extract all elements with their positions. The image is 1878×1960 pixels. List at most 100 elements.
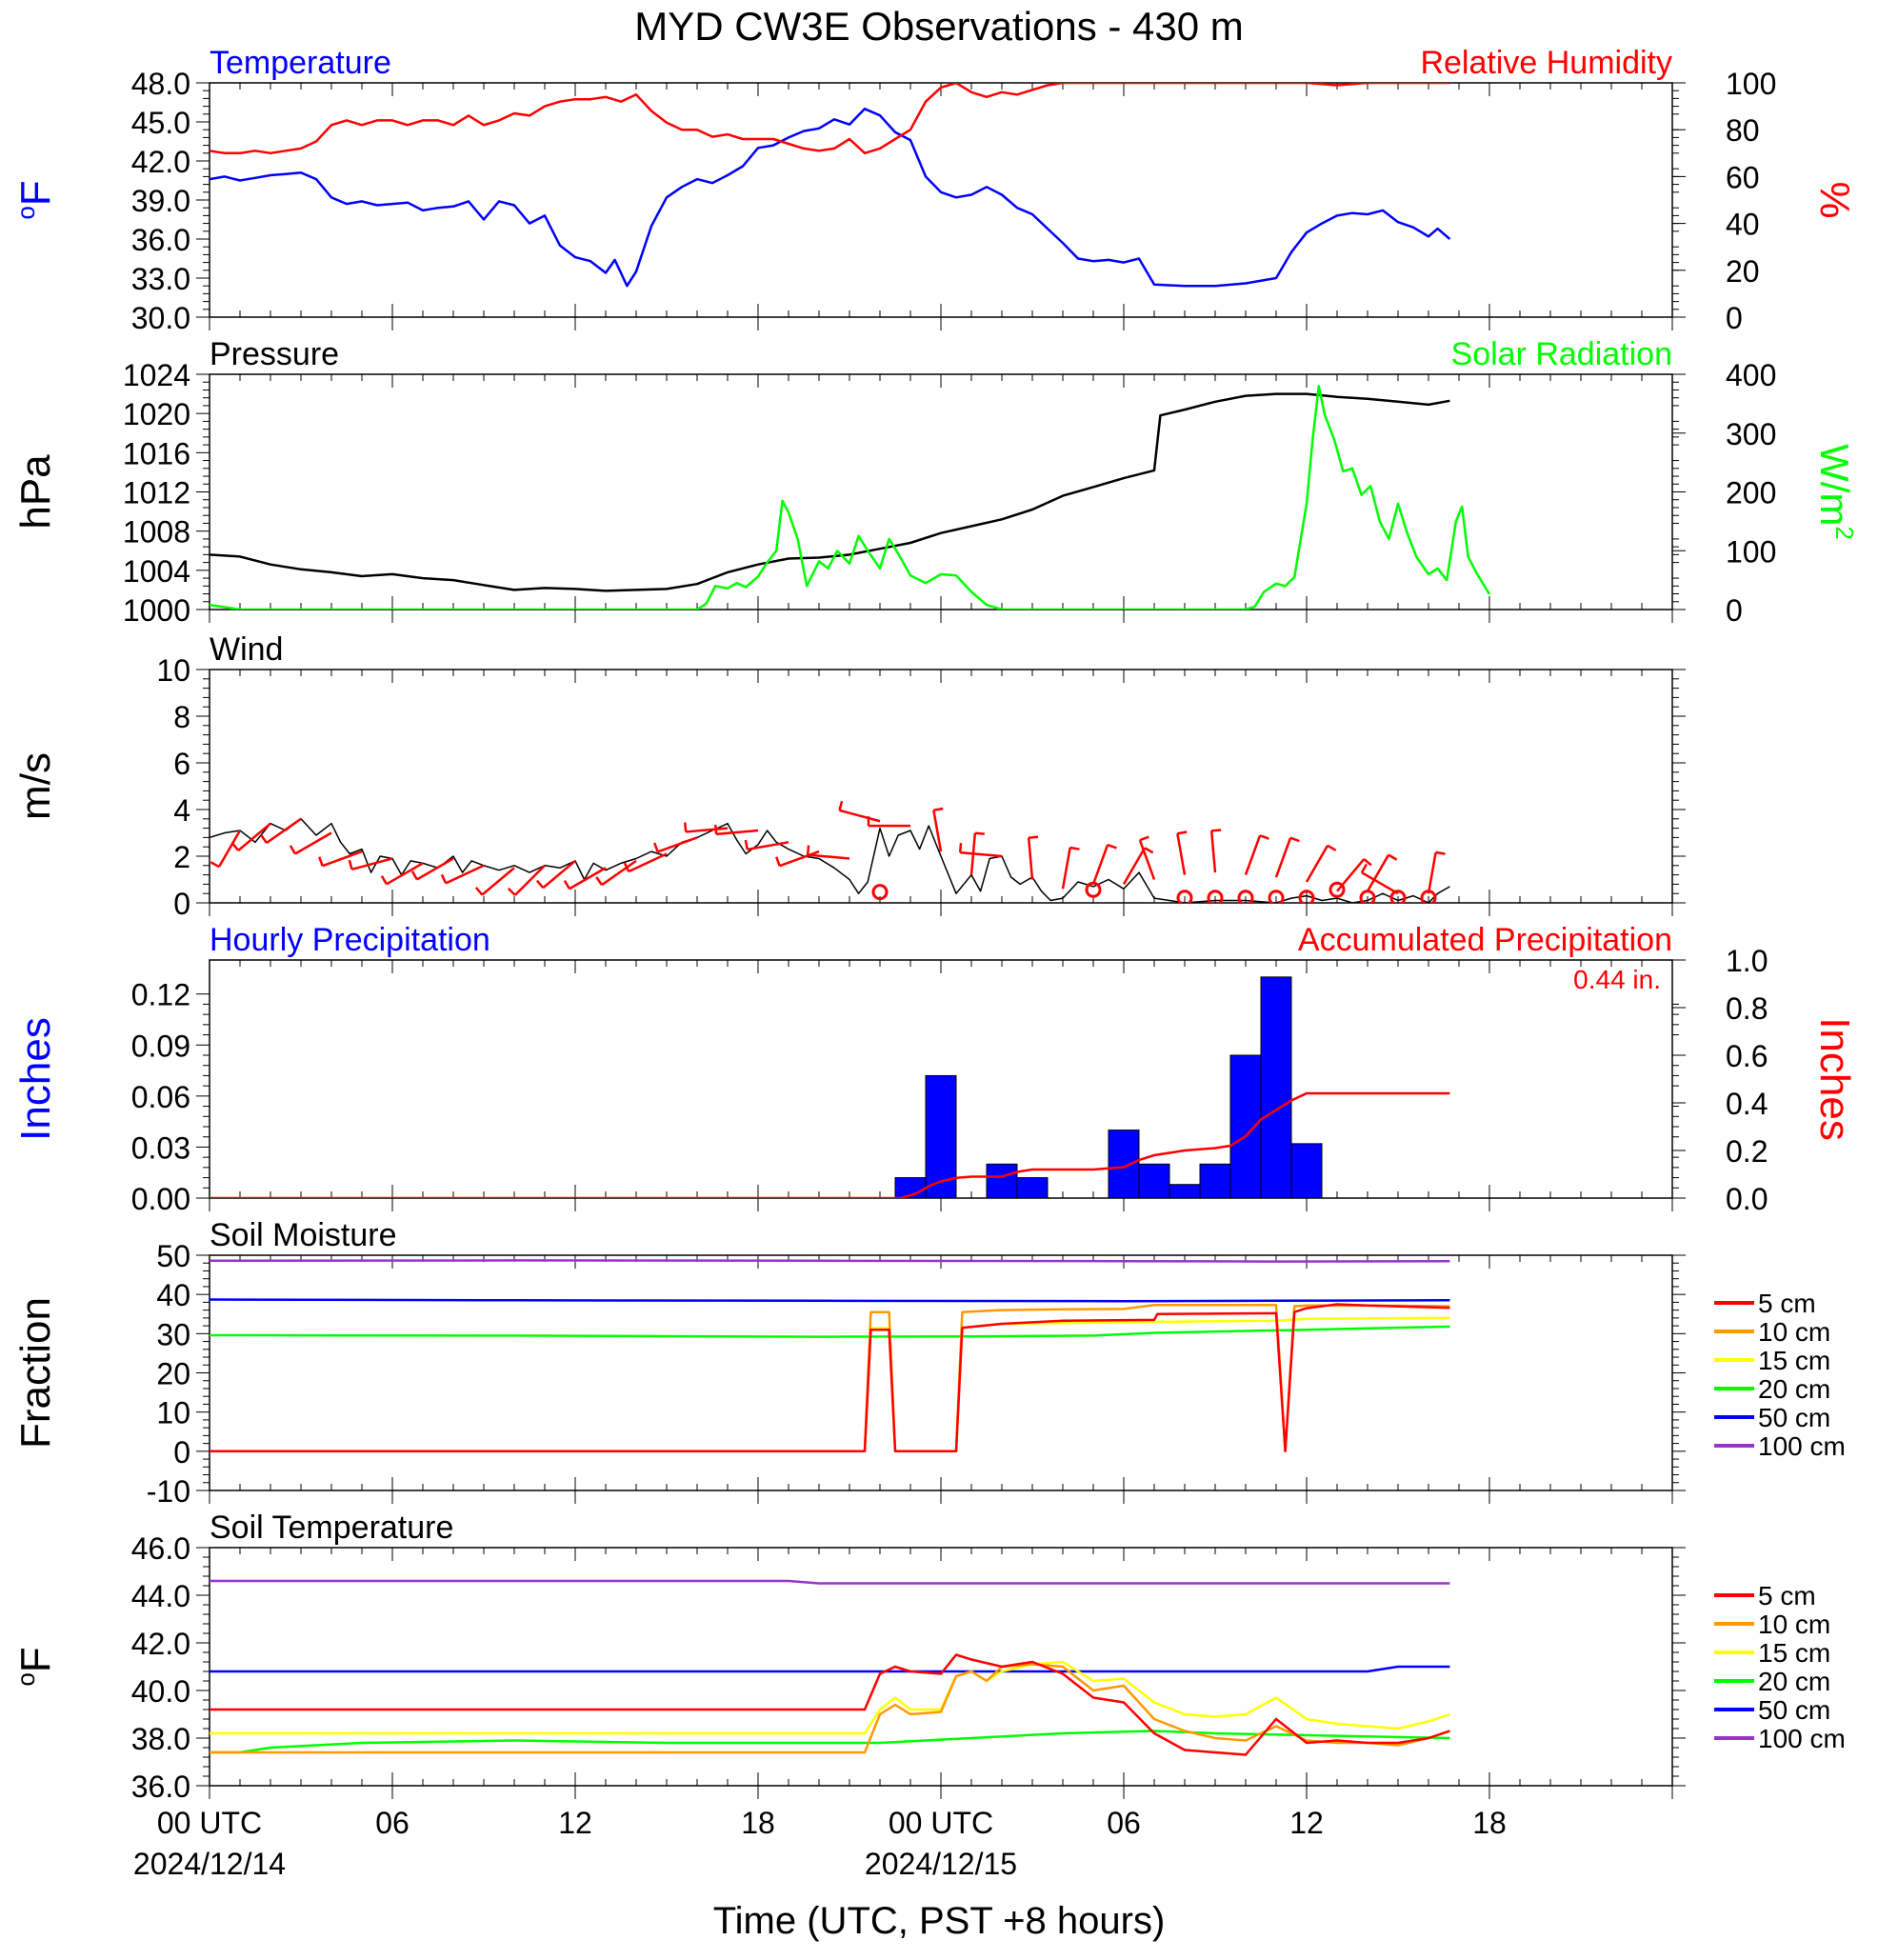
wind-barb (217, 830, 242, 868)
series-line-5-cm (210, 1653, 1450, 1756)
y-tick-label: 20 (156, 1357, 190, 1391)
wind-barb-flag (1289, 836, 1300, 843)
y2-axis-label-exponent: 2 (1830, 526, 1859, 539)
wind-barb (322, 850, 363, 868)
y-tick-label: 0.00 (131, 1182, 190, 1216)
y2-tick-label: 0 (1726, 301, 1743, 335)
x-tick-label: 18 (741, 1806, 775, 1840)
series-line-50-cm (210, 1298, 1450, 1303)
wind-barb-flag (933, 807, 944, 811)
series-line-20-cm (210, 1325, 1450, 1338)
panel-temp_rh: 30.0 33.0 36.0 39.0 42.0 45.0 48.0 0 20 40 60 80 100… (11, 45, 1858, 335)
y-tick-label: 39.0 (131, 184, 190, 218)
wind-barb-flag (380, 875, 388, 885)
wind-barb (351, 857, 393, 871)
y-axis-label-unit: F (12, 180, 59, 206)
wind-barb (657, 836, 698, 853)
y-tick-label: 50 (156, 1239, 190, 1273)
y2-tick-label: 20 (1726, 254, 1760, 289)
calm-wind-marker (1329, 881, 1346, 898)
panel-left-title: Soil Temperature (210, 1510, 453, 1546)
panel-right-title: Accumulated Precipitation (1298, 922, 1672, 958)
y2-axis-label: Inches (1811, 1017, 1858, 1141)
wind-barb (294, 831, 332, 855)
wind-barb-flag (1139, 835, 1149, 842)
x-date-label: 2024/12/15 (865, 1847, 1017, 1881)
wind-barb-flag (623, 862, 630, 872)
panel-left-title: Wind (210, 631, 283, 668)
wind-barb (445, 864, 485, 885)
wind-barb (1138, 839, 1156, 880)
accum-precip-line (210, 1091, 1450, 1198)
y2-tick-label: 0.6 (1726, 1039, 1768, 1073)
wind-barb (1244, 834, 1262, 876)
precip-bar (1290, 1143, 1323, 1198)
wind-barb (1361, 871, 1399, 895)
wind-barb (1061, 847, 1071, 890)
series-line-15-cm (210, 1660, 1450, 1735)
wind-barb-flag (744, 839, 749, 850)
wind-barb-flag (1259, 834, 1269, 840)
wind-barb (779, 850, 820, 868)
panel-left-title: Pressure (210, 336, 339, 372)
wind-barb (686, 827, 729, 833)
y2-tick-label: 1.0 (1726, 944, 1768, 978)
y2-tick-label: 300 (1726, 417, 1776, 451)
wind-barb (601, 859, 637, 887)
legend-label: 100 cm (1758, 1431, 1846, 1461)
wind-barb (1176, 833, 1187, 875)
wind-barb-flag (1388, 853, 1398, 861)
series-line-pressure (210, 392, 1450, 592)
x-date-label: 2024/12/14 (133, 1847, 286, 1881)
wind-barb-flag (1435, 850, 1446, 855)
legend-label: 5 cm (1758, 1289, 1816, 1318)
wind-barb-flag (1177, 830, 1188, 835)
y2-tick-label: 40 (1726, 208, 1760, 242)
wind-barb (237, 822, 271, 851)
wind-barb (416, 857, 454, 881)
x-tick-label: 18 (1472, 1806, 1507, 1840)
y-tick-label: 1016 (123, 436, 190, 470)
y-tick-label: 0.09 (131, 1029, 190, 1063)
x-tick-label: 06 (375, 1806, 410, 1840)
calm-wind-marker (1176, 890, 1193, 903)
wind-barb (808, 853, 850, 860)
y-axis-label: Fraction (12, 1297, 59, 1449)
legend-label: 20 cm (1758, 1667, 1830, 1696)
precip-bar (1260, 976, 1292, 1198)
y-tick-label: 6 (173, 747, 190, 781)
x-axis-label: Time (UTC, PST +8 hours) (713, 1900, 1166, 1942)
wind-barb (932, 810, 943, 852)
y2-axis-label: % (1811, 181, 1858, 218)
y-tick-label: 1008 (123, 515, 190, 550)
y2-tick-label: 100 (1726, 534, 1776, 569)
y-axis-label: hPa (12, 454, 59, 530)
y2-tick-label: 0.8 (1726, 991, 1768, 1026)
series-line-20-cm (210, 1730, 1450, 1754)
plot-area (210, 385, 1491, 610)
calm-wind-marker (871, 884, 889, 901)
precip-bar (1229, 1054, 1262, 1198)
precip-bar (986, 1163, 1018, 1198)
y2-axis-label-unit: W/m (1812, 444, 1857, 526)
y2-axis-label: W/m2 (1812, 444, 1859, 540)
y2-tick-label: 0 (1726, 593, 1743, 628)
wind-barb-flag (1107, 843, 1117, 850)
series-line-relative-humidity (210, 83, 1450, 155)
y-tick-label: 30 (156, 1317, 190, 1351)
wind-barb-flag (318, 856, 324, 867)
y-axis-label-degree: o (11, 1672, 40, 1686)
precip-bar (1016, 1177, 1049, 1198)
panel-left-title: Soil Moisture (210, 1217, 397, 1253)
y-tick-label: 48.0 (131, 67, 190, 101)
wind-barb (1209, 830, 1217, 873)
wind-barb-flag (806, 845, 810, 855)
legend-label: 100 cm (1758, 1724, 1846, 1753)
wind-barb-flag (210, 861, 220, 869)
wind-barb (747, 841, 789, 851)
wind-barb (266, 817, 302, 845)
wind-barb (1427, 851, 1437, 894)
